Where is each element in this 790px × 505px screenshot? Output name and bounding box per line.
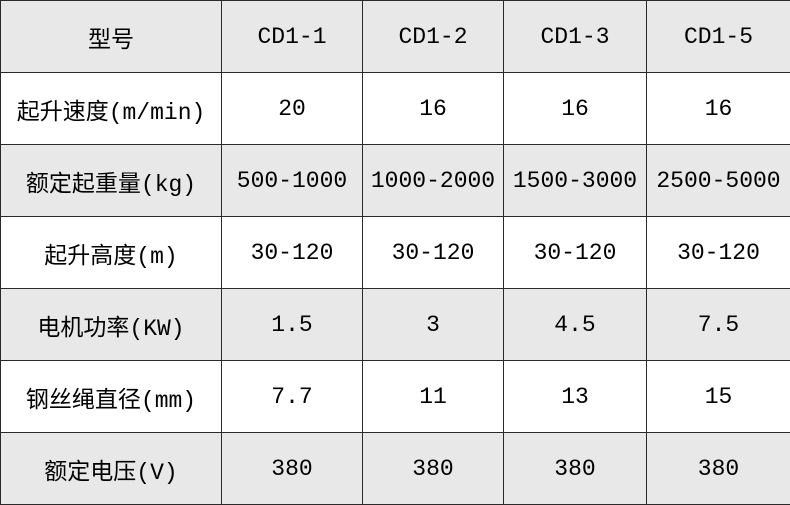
- table-cell: CD1-2: [362, 0, 504, 73]
- table-cell: CD1-1: [221, 0, 363, 73]
- row-label: 额定电压(V): [0, 432, 222, 505]
- table-cell: 3: [362, 288, 504, 361]
- table-cell: 7.5: [646, 288, 790, 361]
- row-label: 起升高度(m): [0, 216, 222, 289]
- table-cell: CD1-3: [503, 0, 647, 73]
- table-row: 电机功率(KW) 1.5 3 4.5 7.5: [0, 288, 790, 361]
- row-label: 型号: [0, 0, 222, 73]
- table-cell: 4.5: [503, 288, 647, 361]
- table-cell: 30-120: [362, 216, 504, 289]
- table-cell: 380: [503, 432, 647, 505]
- table-cell: 20: [221, 72, 363, 145]
- table-cell: 16: [503, 72, 647, 145]
- table-cell: 30-120: [221, 216, 363, 289]
- row-label: 额定起重量(kg): [0, 144, 222, 217]
- table-cell: 500-1000: [221, 144, 363, 217]
- table-cell: 2500-5000: [646, 144, 790, 217]
- table-cell: 380: [362, 432, 504, 505]
- table-cell: 380: [646, 432, 790, 505]
- table-cell: 380: [221, 432, 363, 505]
- table-cell: 11: [362, 360, 504, 433]
- table-cell: 1000-2000: [362, 144, 504, 217]
- table-row: 额定起重量(kg) 500-1000 1000-2000 1500-3000 2500-…: [0, 144, 790, 217]
- table-cell: 1.5: [221, 288, 363, 361]
- table-row: 额定电压(V) 380 380 380 380: [0, 432, 790, 505]
- table-cell: 30-120: [646, 216, 790, 289]
- header-row: 型号 CD1-1 CD1-2 CD1-3 CD1-5: [0, 0, 790, 73]
- table-row: 起升高度(m) 30-120 30-120 30-120 30-120: [0, 216, 790, 289]
- table-row: 起升速度(m/min) 20 16 16 16: [0, 72, 790, 145]
- row-label: 起升速度(m/min): [0, 72, 222, 145]
- table-cell: CD1-5: [646, 0, 790, 73]
- table-cell: 30-120: [503, 216, 647, 289]
- row-label: 电机功率(KW): [0, 288, 222, 361]
- table-cell: 15: [646, 360, 790, 433]
- table-cell: 7.7: [221, 360, 363, 433]
- table-row: 钢丝绳直径(mm) 7.7 11 13 15: [0, 360, 790, 433]
- table-cell: 16: [362, 72, 504, 145]
- table-cell: 13: [503, 360, 647, 433]
- table-cell: 16: [646, 72, 790, 145]
- row-label: 钢丝绳直径(mm): [0, 360, 222, 433]
- table-cell: 1500-3000: [503, 144, 647, 217]
